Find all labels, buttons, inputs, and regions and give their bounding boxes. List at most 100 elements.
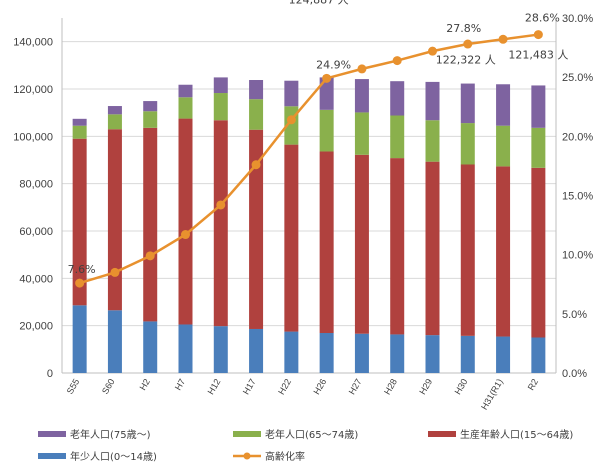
bar-elderly-65-74 — [531, 127, 546, 168]
x-tick-label: S60 — [100, 377, 117, 396]
y-right-tick-label: 30.0% — [562, 13, 593, 25]
y-right-tick-label: 0.0% — [562, 368, 587, 380]
bar-working — [354, 154, 369, 334]
bar-elderly-65-74 — [496, 125, 511, 167]
aging-rate-point — [498, 34, 508, 44]
bar-elderly-75plus — [249, 80, 264, 100]
bar-elderly-65-74 — [390, 115, 405, 159]
bar-young — [178, 324, 193, 373]
bar-elderly-75plus — [284, 80, 299, 107]
bar-young — [319, 333, 334, 373]
x-tick-label: H27 — [347, 377, 364, 396]
bar-elderly-75plus — [496, 84, 511, 126]
aging-rate-point — [251, 160, 261, 170]
bar-working — [319, 151, 334, 334]
bar-young — [72, 305, 87, 373]
y-axis-right: 0.0% 5.0% 10.0% 15.0% 20.0% 25.0% 30.0% — [562, 13, 593, 380]
aging-rate-point — [357, 64, 367, 74]
bar-elderly-75plus — [390, 81, 405, 116]
bar-elderly-75plus — [143, 101, 158, 112]
bar-elderly-65-74 — [72, 125, 87, 139]
annotation-label: 124,887 人 — [289, 0, 349, 6]
annotation-label: 122,322 人 — [436, 54, 496, 67]
x-tick-label: S55 — [65, 377, 82, 396]
grid — [61, 18, 557, 374]
bar-young — [496, 336, 511, 373]
bar-working — [143, 127, 158, 322]
annotations: 7.6% 124,887 人 24.9% 27.8% 122,322 人 28.6% 121… — [68, 0, 569, 276]
x-tick-label: H26 — [311, 377, 328, 396]
annotation-label: 121,483 人 — [508, 48, 568, 61]
bar-elderly-75plus — [178, 84, 193, 98]
x-tick-label: H2 — [138, 377, 152, 392]
bar-elderly-75plus — [531, 85, 546, 128]
x-tick-label: H28 — [382, 377, 399, 396]
aging-rate-polyline — [79, 33, 539, 285]
y-right-tick-label: 25.0% — [562, 72, 593, 84]
x-tick-label: H17 — [241, 377, 258, 396]
annotation-label: 24.9% — [316, 58, 351, 71]
bar-young — [143, 321, 158, 373]
aging-rate-point — [463, 39, 473, 49]
legend: 老年人口(75歳～) 老年人口(65～74歳) 生産年齢人口(15～64歳) 年少人口… — [38, 428, 573, 463]
bar-elderly-75plus — [425, 81, 440, 121]
y-left-tick-label: 80,000 — [19, 179, 53, 191]
legend-label: 老年人口(65～74歳) — [265, 428, 358, 441]
y-right-tick-label: 20.0% — [562, 131, 593, 143]
bars — [72, 77, 546, 373]
y-left-tick-label: 100,000 — [13, 131, 53, 143]
legend-label: 老年人口(75歳～) — [70, 428, 151, 441]
bar-young — [107, 310, 122, 373]
bar-elderly-75plus — [213, 77, 228, 94]
x-tick-label: H30 — [453, 377, 470, 396]
y-right-tick-label: 10.0% — [562, 250, 593, 262]
bar-elderly-65-74 — [178, 97, 193, 119]
y-right-tick-label: 5.0% — [562, 309, 587, 321]
y-left-tick-label: 120,000 — [13, 84, 53, 96]
bar-elderly-75plus — [107, 106, 122, 115]
aging-rate-point — [428, 46, 437, 56]
y-left-tick-label: 60,000 — [19, 226, 53, 238]
bar-working — [284, 144, 299, 332]
y-left-tick-label: 20,000 — [19, 321, 53, 333]
bar-young — [354, 333, 369, 373]
bar-working — [496, 166, 511, 337]
y-left-tick-label: 140,000 — [13, 37, 53, 49]
bar-elderly-65-74 — [249, 99, 264, 130]
legend-label: 生産年齢人口(15～64歳) — [460, 428, 573, 441]
bar-elderly-75plus — [72, 118, 87, 126]
legend-swatch — [38, 453, 66, 459]
y-right-tick-label: 15.0% — [562, 191, 593, 203]
annotation-label: 28.6% — [525, 12, 560, 25]
x-tick-label: H29 — [417, 377, 434, 396]
bar-working — [249, 129, 264, 329]
bar-working — [390, 158, 405, 335]
bar-young — [213, 326, 228, 373]
legend-swatch — [428, 431, 456, 437]
x-tick-label: H22 — [276, 377, 293, 396]
bar-elderly-65-74 — [460, 123, 475, 165]
bar-working — [107, 129, 122, 311]
legend-label: 年少人口(0～14歳) — [70, 450, 157, 463]
bar-working — [72, 138, 87, 306]
aging-rate-point — [181, 230, 190, 240]
bar-young — [460, 335, 475, 373]
aging-rate-point — [533, 30, 543, 40]
aging-rate-point — [216, 200, 226, 210]
bar-working — [425, 161, 440, 336]
bar-young — [390, 334, 405, 373]
bar-elderly-75plus — [319, 77, 334, 110]
annotation-label: 7.6% — [68, 263, 96, 276]
y-left-tick-label: 0 — [47, 368, 53, 380]
y-left-tick-label: 40,000 — [19, 273, 53, 285]
bar-young — [425, 335, 440, 373]
legend-line-marker — [243, 452, 251, 460]
legend-label: 高齢化率 — [265, 450, 305, 463]
bar-elderly-65-74 — [319, 109, 334, 152]
aging-rate-point — [392, 56, 402, 66]
legend-swatch — [233, 431, 261, 437]
legend-swatch — [38, 431, 66, 437]
bar-elderly-65-74 — [354, 112, 369, 155]
bar-young — [284, 331, 299, 373]
aging-rate-point — [75, 278, 85, 288]
